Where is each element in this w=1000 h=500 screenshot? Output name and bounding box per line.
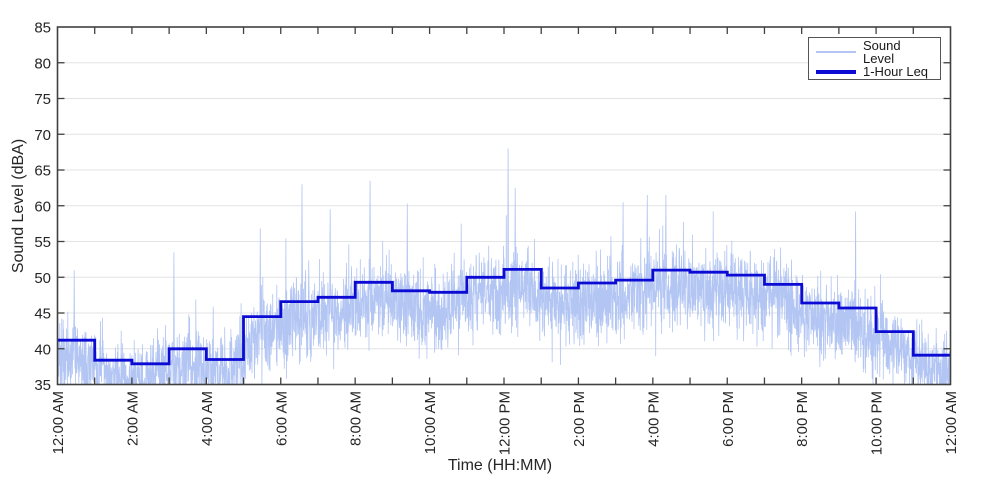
x-tick-label: 2:00 AM [124,391,141,446]
x-tick-label: 8:00 PM [794,391,811,447]
y-tick-label: 60 [34,198,51,215]
x-tick-label: 10:00 PM [869,391,886,455]
legend-item-1-hour-leq: 1-Hour Leq [816,65,933,78]
y-tick-label: 70 [34,127,51,144]
plot-frame [56,26,952,386]
y-tick-label: 65 [34,163,51,180]
y-tick-label: 85 [34,20,51,37]
y-tick-label: 80 [34,55,51,72]
x-tick-label: 4:00 AM [199,391,216,446]
x-tick-label: 6:00 PM [720,391,737,447]
x-tick-label: 12:00 PM [497,391,514,455]
legend-label-1-hour-leq: 1-Hour Leq [863,64,929,79]
y-tick-label: 40 [34,341,51,358]
x-tick-label: 10:00 AM [422,391,439,454]
legend: Sound Level 1-Hour Leq [808,37,941,80]
x-tick-label: 4:00 PM [645,391,662,447]
y-tick-label: 45 [34,306,51,323]
x-tick-label: 2:00 PM [571,391,588,447]
x-tick-label: 12:00 AM [50,391,67,454]
legend-line-sample-sound-level [816,51,856,53]
y-tick-label: 50 [34,270,51,287]
legend-line-sample-1-hour-leq [816,69,856,74]
y-tick-label: 75 [34,91,51,108]
x-tick-label: 12:00 AM [943,391,960,454]
y-axis-label: Sound Level (dBA) [10,138,27,274]
legend-label-sound-level: Sound Level [863,38,901,66]
x-tick-label: 8:00 AM [348,391,365,446]
x-tick-label: 6:00 AM [273,391,290,446]
leq-step-path [57,268,951,366]
y-tick-label: 55 [34,234,51,251]
y-tick-label: 35 [34,377,51,394]
x-axis-label: Time (HH:MM) [447,457,553,474]
legend-item-sound-level: Sound Level [816,39,933,65]
